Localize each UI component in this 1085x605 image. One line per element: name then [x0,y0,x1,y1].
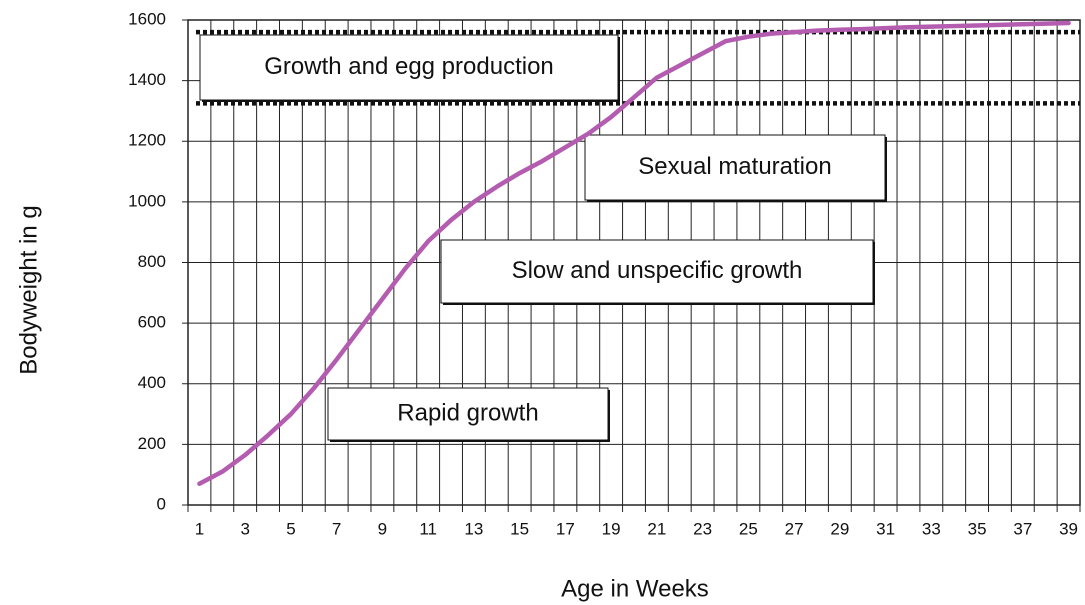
growth-line [197,20,1071,487]
annotation-box [584,134,886,201]
x-tick-label: 39 [1059,519,1078,538]
y-tick-label: 600 [138,313,166,332]
y-tick-label: 200 [138,434,166,453]
y-tick-label: 1200 [128,131,166,150]
x-tick-label: 7 [332,519,341,538]
y-tick-label: 400 [138,373,166,392]
y-tick-label: 0 [157,494,166,513]
y-tick-label: 1400 [128,70,166,89]
x-tick-label: 31 [876,519,895,538]
x-tick-label: 17 [556,519,575,538]
x-tick-label: 29 [830,519,849,538]
x-tick-label: 1 [195,519,204,538]
x-tick-label: 5 [286,519,295,538]
x-tick-label: 11 [419,519,437,538]
x-tick-label: 37 [1013,519,1032,538]
y-tick-label: 800 [138,252,166,271]
y-tick-label: 1000 [128,191,166,210]
annotation: Growth and egg production [264,53,554,80]
y-tick-label: 1600 [128,9,166,28]
annotation-box [440,239,874,304]
x-tick-label: 9 [378,519,387,538]
plot-border [187,19,1081,506]
annotation: Slow and unspecific growth [512,257,803,284]
x-tick-label: 35 [968,519,987,538]
annotation-box [199,34,619,101]
x-tick-label: 25 [739,519,758,538]
x-tick-label: 13 [464,519,483,538]
annotation: Sexual maturation [638,153,831,180]
x-tick-label: 23 [693,519,712,538]
x-tick-label: 27 [785,519,804,538]
y-axis-label: Bodyweight in g [15,205,42,374]
annotation: Rapid growth [397,399,538,426]
x-tick-label: 15 [510,519,529,538]
x-tick-label: 3 [240,519,249,538]
x-tick-label: 21 [647,519,666,538]
x-tick-label: 33 [922,519,941,538]
annotation-box [327,387,609,441]
x-axis-label: Age in Weeks [561,575,709,602]
x-tick-label: 19 [602,519,621,538]
